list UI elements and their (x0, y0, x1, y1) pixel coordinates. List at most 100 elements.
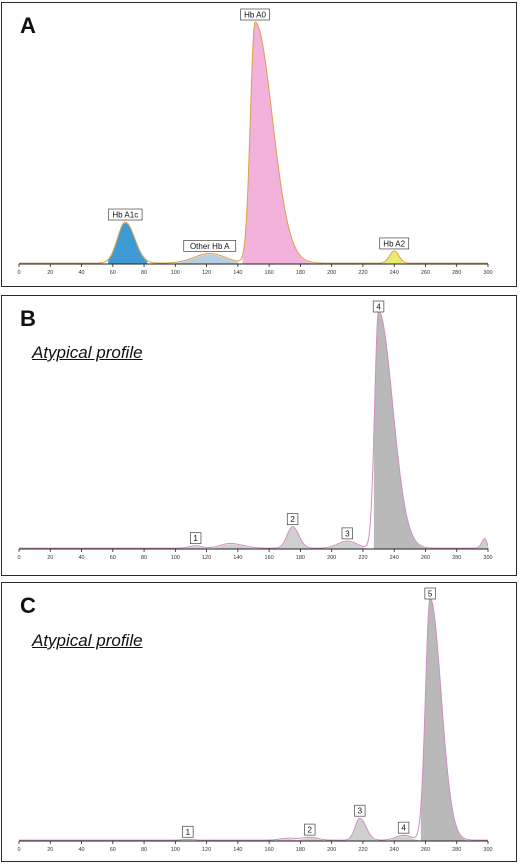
svg-text:Hb A1c: Hb A1c (112, 211, 138, 220)
svg-text:3: 3 (358, 807, 363, 816)
svg-text:4: 4 (401, 824, 406, 833)
chromatogram-panel-a: A 0 20 40 60 80 100 120 140 160 180 200 220 240 260 28… (1, 2, 517, 287)
x-tick-label: 200 (327, 555, 336, 561)
x-tick-label: 120 (202, 270, 211, 276)
svg-text:2: 2 (308, 826, 313, 835)
peak-area (183, 546, 210, 549)
x-tick-label: 180 (296, 555, 305, 561)
x-tick-label: 220 (358, 847, 367, 853)
svg-text:Hb A2: Hb A2 (383, 239, 405, 248)
peak-area (420, 599, 476, 841)
x-tick-label: 60 (110, 847, 116, 853)
x-tick-label: 280 (452, 555, 461, 561)
x-tick-label: 200 (327, 847, 336, 853)
peak-label: 4 (372, 300, 385, 313)
peak-area (295, 838, 326, 841)
peak-label: 4 (397, 821, 410, 834)
peak-label: Hb A0 (240, 8, 270, 21)
x-tick-label: 300 (483, 847, 492, 853)
peak-area (383, 251, 407, 264)
x-tick-label: 100 (171, 555, 180, 561)
peak-area (373, 312, 434, 549)
svg-text:2: 2 (290, 515, 295, 524)
x-tick-label: 100 (171, 847, 180, 853)
x-tick-label: 40 (78, 847, 84, 853)
peak-label: 1 (182, 825, 194, 838)
peak-label: Other Hb A (183, 240, 237, 252)
x-tick-label: 260 (421, 847, 430, 853)
x-tick-label: 40 (78, 270, 84, 276)
x-tick-label: 120 (202, 847, 211, 853)
x-tick-label: 180 (296, 270, 305, 276)
svg-text:3: 3 (345, 529, 350, 538)
x-tick-label: 100 (171, 270, 180, 276)
x-tick-label: 240 (390, 555, 399, 561)
x-tick-label: 160 (265, 847, 274, 853)
chromatogram-panel-c: C Atypical profile 0 20 40 60 80 100 120 140 160… (1, 582, 517, 862)
x-tick-label: 260 (421, 270, 430, 276)
peak-area (175, 254, 238, 264)
x-tick-label: 160 (265, 270, 274, 276)
svg-text:1: 1 (193, 534, 198, 543)
x-tick-label: 240 (390, 270, 399, 276)
x-tick-label: 240 (390, 847, 399, 853)
x-tick-label: 80 (141, 270, 147, 276)
peak-label: 5 (424, 587, 436, 600)
x-tick-label: 280 (452, 270, 461, 276)
peak-label: Hb A2 (379, 237, 410, 250)
peak-area (276, 527, 310, 549)
panel-letter: A (20, 13, 36, 38)
chromatogram-trace (19, 597, 488, 841)
x-tick-label: 140 (233, 555, 242, 561)
peak-area (389, 836, 420, 841)
peak-label: 3 (341, 527, 353, 540)
x-tick-label: 0 (17, 270, 20, 276)
peak-area (325, 541, 371, 549)
x-tick-label: 140 (233, 847, 242, 853)
peak-area (345, 819, 376, 841)
svg-text:4: 4 (376, 303, 381, 312)
chromatogram-plot: 0 20 40 60 80 100 120 140 160 180 200 220 240 260 280 3… (17, 8, 493, 276)
x-tick-label: 180 (296, 847, 305, 853)
x-tick-label: 140 (233, 270, 242, 276)
x-tick-label: 60 (110, 555, 116, 561)
peak-label: 1 (190, 532, 202, 544)
svg-text:5: 5 (428, 590, 433, 599)
x-tick-label: 160 (265, 555, 274, 561)
chromatogram-trace (19, 310, 489, 549)
x-tick-label: 300 (483, 270, 492, 276)
peak-area (475, 539, 490, 549)
x-tick-label: 60 (110, 270, 116, 276)
x-tick-label: 40 (78, 555, 84, 561)
peak-area (214, 544, 254, 549)
chromatogram-trace (19, 21, 488, 264)
x-tick-label: 20 (47, 555, 53, 561)
chromatogram-panel-b: B Atypical profile 0 20 40 60 80 100 120 140 160… (1, 295, 517, 576)
x-tick-label: 220 (358, 555, 367, 561)
svg-text:Hb A0: Hb A0 (244, 11, 266, 20)
peak-label: Hb A1c (108, 208, 143, 221)
svg-text:Other Hb A: Other Hb A (190, 242, 230, 251)
x-tick-label: 20 (47, 270, 53, 276)
panel-letter: C (20, 593, 36, 618)
x-tick-label: 20 (47, 847, 53, 853)
x-tick-label: 0 (17, 847, 20, 853)
panel-subtitle: Atypical profile (32, 343, 143, 362)
x-tick-label: 80 (141, 847, 147, 853)
peak-label: 2 (286, 513, 299, 526)
x-tick-label: 260 (421, 555, 430, 561)
x-tick-label: 0 (17, 555, 20, 561)
x-tick-label: 200 (327, 270, 336, 276)
chromatogram-plot: 0 20 40 60 80 100 120 140 160 180 200 220 240 260 280 3… (17, 300, 493, 561)
x-tick-label: 220 (358, 270, 367, 276)
x-tick-label: 280 (452, 847, 461, 853)
svg-text:1: 1 (186, 828, 191, 837)
x-tick-label: 80 (141, 555, 147, 561)
panel-letter: B (20, 306, 36, 331)
chromatogram-plot: 0 20 40 60 80 100 120 140 160 180 200 220 240 260 280 3… (17, 587, 493, 853)
peak-label: 3 (354, 804, 366, 817)
x-tick-label: 120 (202, 555, 211, 561)
peak-area (108, 223, 148, 264)
panel-subtitle: Atypical profile (32, 631, 143, 650)
peak-label: 2 (304, 823, 316, 836)
